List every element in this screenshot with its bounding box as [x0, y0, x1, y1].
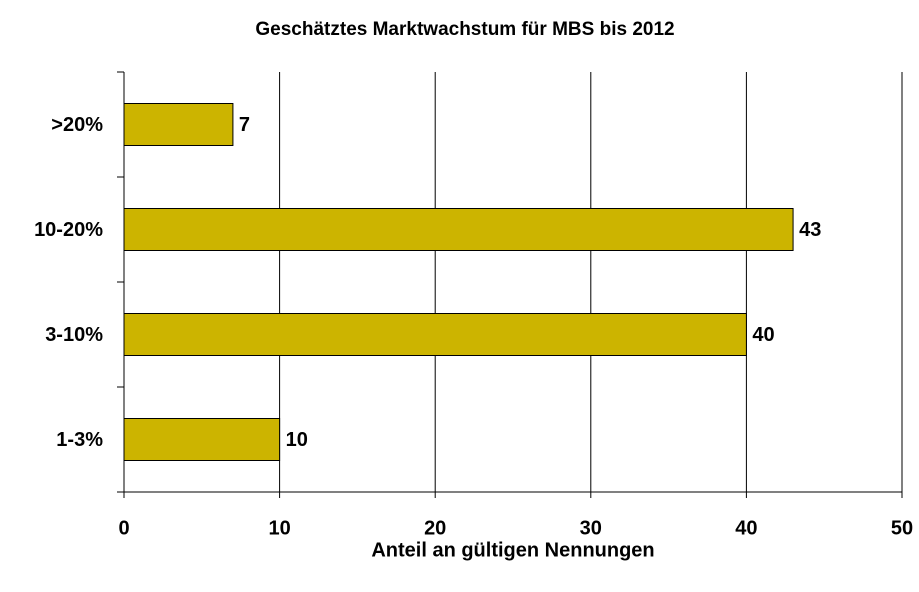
x-axis-label: Anteil an gültigen Nennungen	[371, 539, 654, 561]
bar	[123, 418, 281, 461]
x-tick-label: 10	[268, 517, 290, 539]
y-tick-label: 10-20%	[34, 219, 103, 241]
y-tick-label: 1-3%	[56, 429, 103, 451]
y-tick-label: >20%	[51, 114, 103, 136]
bar	[123, 103, 234, 146]
x-tick-label: 40	[735, 517, 757, 539]
y-tick-label: 3-10%	[45, 324, 103, 346]
data-label: 7	[239, 114, 250, 136]
bar	[123, 208, 794, 251]
x-tick-label: 30	[580, 517, 602, 539]
data-label: 10	[286, 429, 308, 451]
data-label: 43	[799, 219, 821, 241]
x-tick-label: 50	[891, 517, 913, 539]
x-tick-label: 20	[424, 517, 446, 539]
chart-title: Geschätztes Marktwachstum für MBS bis 20…	[255, 19, 674, 40]
bar	[123, 313, 747, 356]
x-tick-label: 0	[118, 517, 129, 539]
data-label: 40	[752, 324, 774, 346]
